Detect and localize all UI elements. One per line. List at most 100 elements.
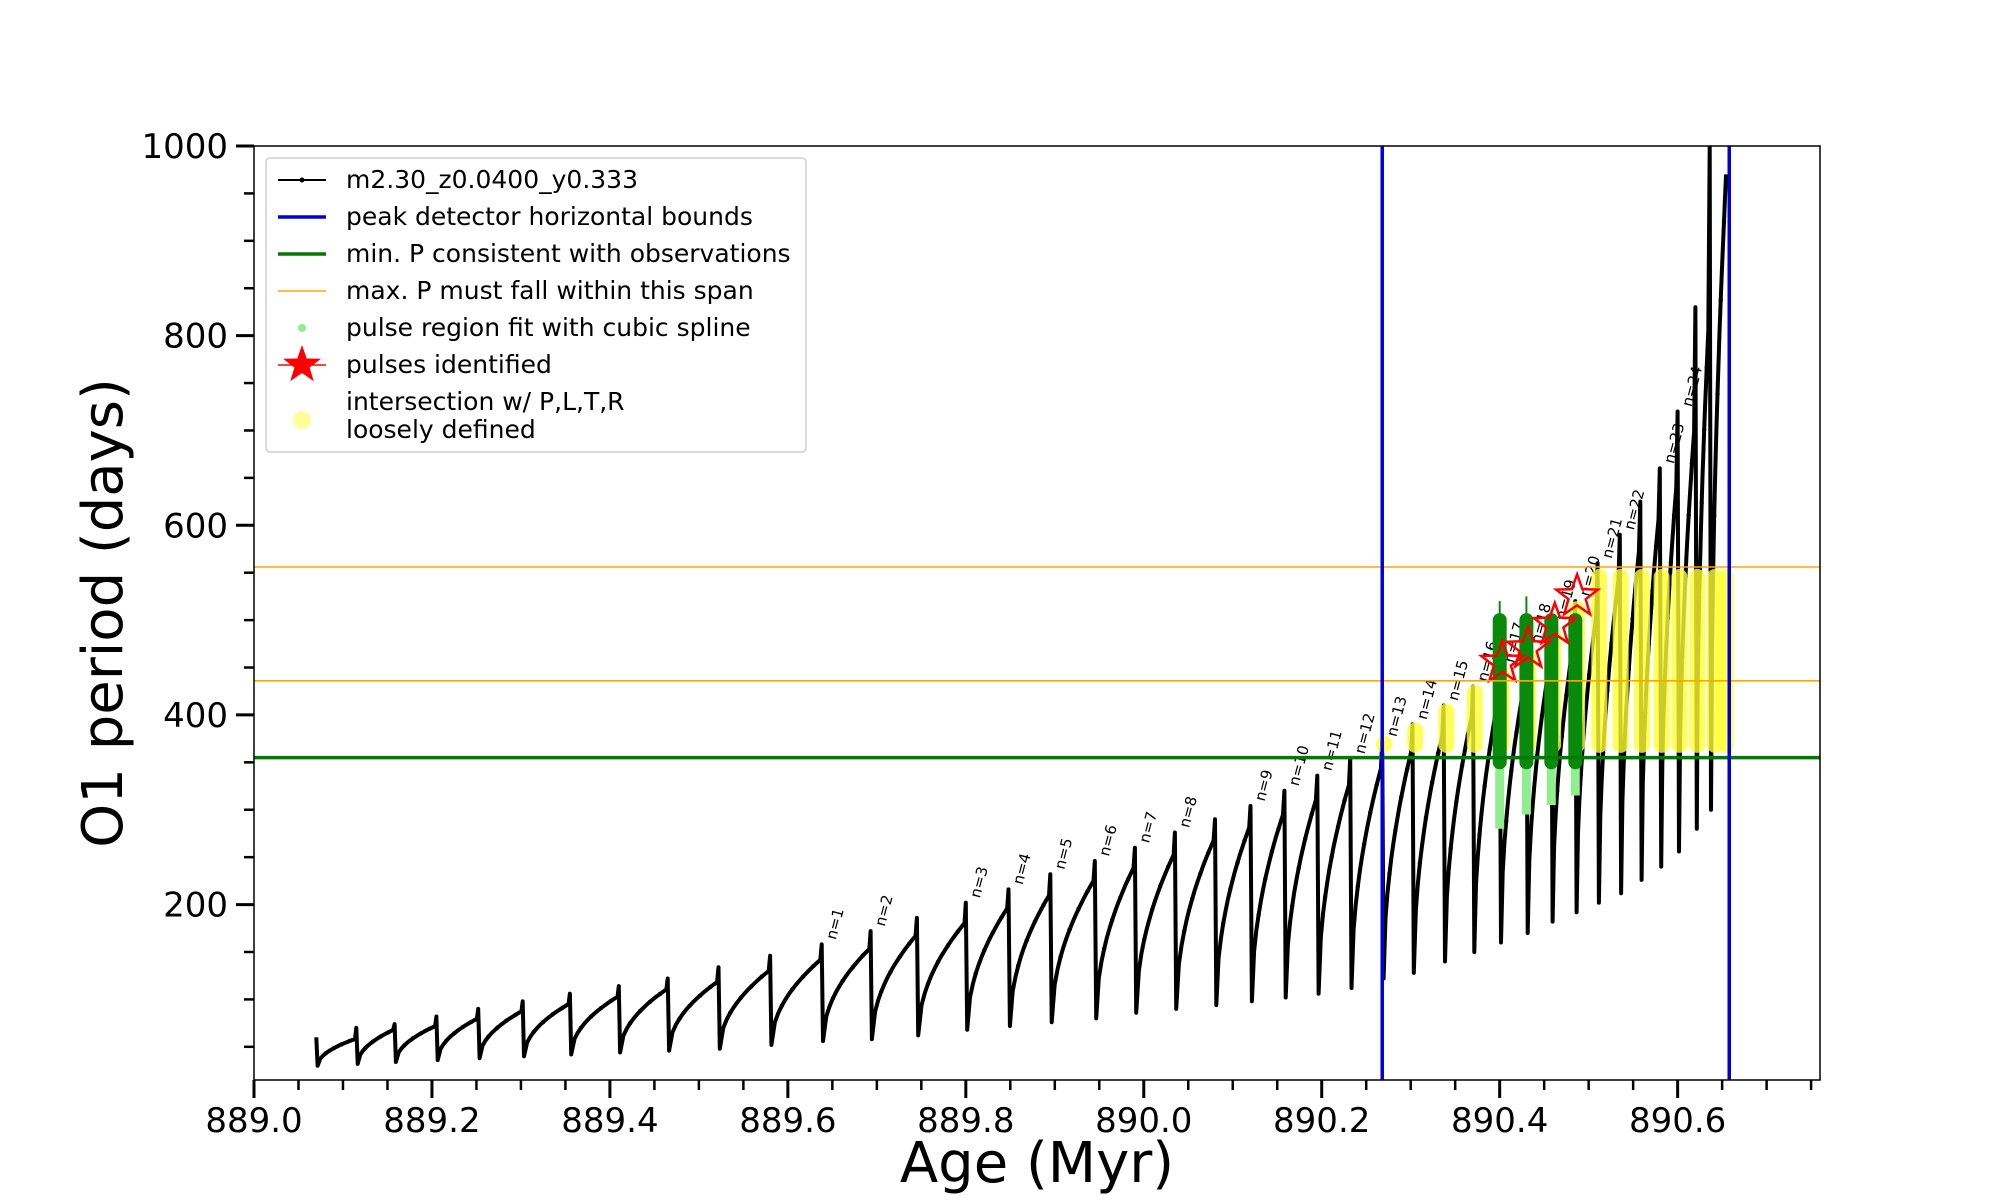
track-point [637, 1009, 643, 1014]
track-point [1482, 784, 1487, 789]
track-point [531, 1029, 536, 1035]
legend-star [283, 345, 321, 382]
track-point [879, 989, 884, 994]
legend-box [265, 157, 807, 453]
track-point [1228, 886, 1233, 891]
track-point [738, 995, 743, 1000]
track-point [1322, 895, 1328, 900]
intersection-point [1612, 568, 1629, 753]
track-point [513, 1012, 518, 1018]
track-point [1342, 798, 1347, 803]
track-point [677, 1016, 682, 1022]
track-point [347, 1038, 352, 1044]
track-point [1256, 912, 1261, 918]
track-point [1699, 500, 1704, 505]
legend-label: max. P must fall within this span [346, 276, 754, 305]
intersection-point [1376, 735, 1392, 753]
track-point [1076, 906, 1081, 911]
track-point [1448, 846, 1453, 851]
track-point [1718, 298, 1723, 303]
track-point [1423, 815, 1429, 820]
track-point [469, 1019, 474, 1025]
track-point [1335, 824, 1341, 829]
track-point [1417, 860, 1423, 866]
track-point [800, 974, 806, 979]
track-point [486, 1034, 491, 1039]
track-point [1182, 928, 1187, 934]
track-point [578, 1025, 584, 1030]
track-point [1487, 746, 1493, 752]
legend-label: peak detector horizontal bounds [346, 202, 753, 231]
track-point [588, 1014, 594, 1019]
y-tick-label: 200 [163, 886, 228, 926]
track-point [1158, 884, 1163, 889]
track-point [1024, 938, 1029, 943]
track-point [1668, 560, 1674, 565]
track-point [1702, 427, 1707, 432]
track-point [1302, 836, 1308, 842]
track-point [860, 953, 865, 958]
track-point [1436, 750, 1441, 756]
track-point [1686, 512, 1691, 518]
track-point [1514, 730, 1519, 735]
x-tick-label: 890.2 [1273, 1101, 1370, 1141]
track-point [1032, 919, 1038, 924]
legend-swatch [298, 324, 306, 332]
track-point [1041, 903, 1046, 908]
track-point [1058, 954, 1063, 959]
intersection-point [1653, 568, 1670, 753]
track-point [728, 1010, 733, 1015]
track-point [627, 1021, 633, 1026]
track-point [370, 1039, 376, 1044]
track-point [1296, 865, 1301, 871]
track-point [598, 1006, 604, 1011]
track-point [550, 1012, 555, 1017]
track-point [1609, 641, 1614, 646]
track-point [495, 1025, 500, 1030]
intersection-point [1634, 568, 1650, 753]
y-tick-label: 400 [163, 696, 228, 736]
track-point [708, 984, 713, 990]
track-point [1206, 850, 1211, 856]
x-tick-label: 889.0 [205, 1101, 302, 1141]
track-point [973, 971, 978, 976]
track-point [1242, 838, 1247, 843]
track-point [1721, 219, 1727, 224]
track-point [687, 1003, 692, 1008]
track-point [1142, 937, 1147, 942]
track-point [1393, 828, 1398, 833]
track-point [1067, 927, 1072, 932]
track-point [427, 1026, 432, 1032]
track-point [1689, 460, 1695, 466]
track-point [608, 998, 614, 1004]
pulse-star [1552, 570, 1602, 618]
track-point [1110, 917, 1115, 923]
track-point [1269, 849, 1275, 854]
x-axis-label: Age (Myr) [900, 1131, 1174, 1196]
track-point [1454, 799, 1459, 804]
track-point [1405, 766, 1410, 772]
legend-label: min. P consistent with observations [346, 239, 791, 268]
y-tick-label: 1000 [141, 127, 228, 167]
track-point [697, 993, 703, 998]
track-point [1564, 692, 1569, 698]
track-point [1329, 855, 1334, 860]
y-axis-label: O1 period (days) [71, 378, 136, 848]
track-point [540, 1019, 546, 1025]
track-point [1539, 713, 1545, 718]
x-tick-label: 889.8 [917, 1101, 1014, 1141]
intersection-point [1591, 568, 1608, 753]
track-point [386, 1030, 391, 1035]
intersection-point [1689, 568, 1706, 753]
track-point [1630, 617, 1635, 622]
legend-label: intersection w/ P,L,T,R [346, 387, 625, 416]
track-point [945, 943, 951, 948]
track-point [1715, 391, 1720, 396]
track-point [410, 1036, 415, 1041]
track-point [1712, 513, 1717, 518]
track-point [1671, 513, 1677, 518]
track-point [1653, 543, 1659, 549]
x-tick-label: 889.2 [383, 1101, 480, 1141]
